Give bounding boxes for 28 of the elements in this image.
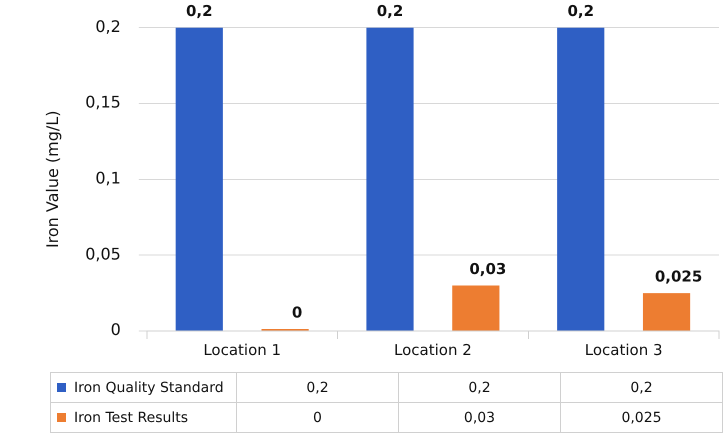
data-label: 0,025	[560, 402, 722, 432]
legend-label: Iron Test Results	[50, 402, 236, 432]
data-label: 0	[236, 402, 398, 432]
bar	[366, 28, 414, 330]
y-tick-label: 0,05	[85, 244, 121, 264]
bar	[557, 28, 604, 330]
bar	[176, 28, 223, 330]
y-tick-label: 0	[110, 320, 121, 340]
text: 0,03	[469, 260, 506, 278]
data-label: 0,2	[560, 372, 722, 402]
y-axis-title: Iron Value (mg/L)	[42, 110, 62, 248]
data-label: 0,03	[398, 402, 560, 432]
x-tick-label: Location 2	[394, 340, 472, 359]
text: 0,2	[376, 2, 404, 20]
text: 0,025	[654, 267, 702, 286]
bar	[452, 285, 500, 330]
text: 0,2	[567, 2, 594, 20]
bar	[642, 293, 690, 330]
data-label: 0,2	[236, 372, 398, 402]
y-tick-label: 0,1	[95, 168, 121, 188]
legend-label: Iron Quality Standard	[50, 372, 236, 402]
y-tick-label: 0,2	[95, 16, 121, 36]
x-tick-label: Location 1	[203, 340, 282, 359]
y-tick-label: 0,15	[85, 92, 121, 112]
x-tick-label: Location 3	[584, 340, 663, 359]
data-label: 0,2	[398, 372, 560, 402]
text: 0	[292, 303, 302, 322]
text: 0,2	[186, 2, 213, 20]
